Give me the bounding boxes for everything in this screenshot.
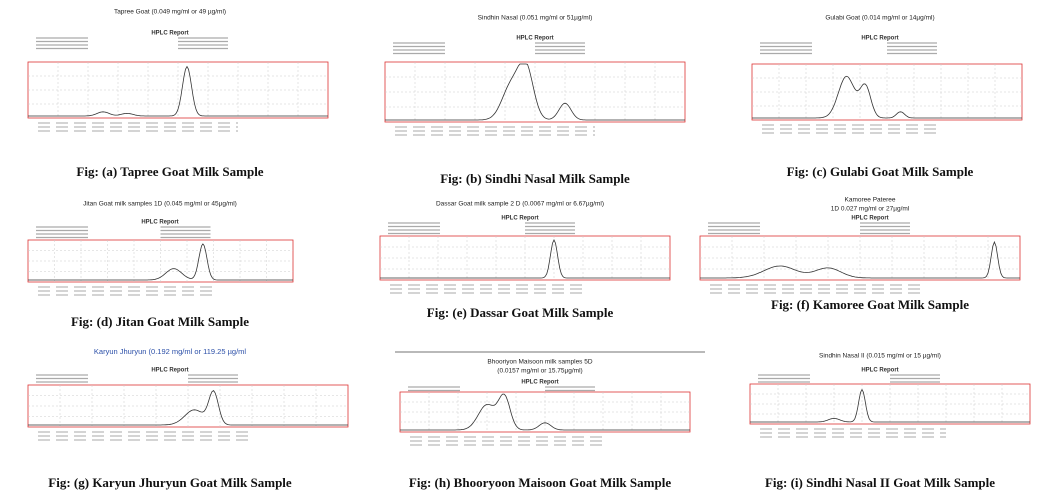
panel: Jitan Goat milk samples 1D (0.045 mg/ml …: [28, 201, 293, 329]
panel-title: Tapree Goat (0.049 mg/ml or 49 µg/ml): [114, 9, 226, 16]
panel-title: Sindhin Nasal II (0.015 mg/ml or 15 µg/m…: [819, 353, 941, 360]
report-heading: HPLC Report: [861, 368, 898, 374]
report-heading: HPLC Report: [151, 31, 188, 37]
panel: Sindhin Nasal (0.051 mg/ml or 51µg/ml) HP…: [385, 15, 685, 186]
panel-title: Gulabi Goat (0.014 mg/ml or 14µg/ml): [825, 15, 934, 22]
report-heading: HPLC Report: [151, 368, 188, 374]
caption: Fig: (f) Kamoree Goat Milk Sample: [771, 297, 969, 312]
panel-title: Dassar Goat milk sample 2 D (0.0067 mg/m…: [436, 201, 604, 208]
panel: Kamoree Pateree 1D 0.027 mg/ml or 27µg/ml…: [700, 197, 1020, 312]
panel-title: (0.0157 mg/ml or 15.75µg/ml): [497, 368, 582, 375]
report-heading: HPLC Report: [521, 380, 558, 386]
caption: Fig: (a) Tapree Goat Milk Sample: [76, 164, 263, 179]
panel: Dassar Goat milk sample 2 D (0.0067 mg/m…: [380, 201, 670, 320]
panel: Sindhin Nasal II (0.015 mg/ml or 15 µg/m…: [750, 353, 1030, 490]
panel: Tapree Goat (0.049 mg/ml or 49 µg/ml) HPL…: [28, 9, 328, 179]
panel-title: Bhooriyon Maisoon milk samples 5D: [487, 359, 592, 366]
caption: Fig: (d) Jitan Goat Milk Sample: [71, 314, 249, 329]
report-heading: HPLC Report: [851, 216, 888, 222]
report-heading: HPLC Report: [861, 36, 898, 42]
caption: Fig: (b) Sindhi Nasal Milk Sample: [440, 171, 630, 186]
caption: Fig: (h) Bhooryoon Maisoon Goat Milk Sam…: [409, 475, 671, 490]
panel: Karyun Jhuryun (0.192 mg/ml or 119.25 µg…: [28, 347, 348, 490]
report-heading: HPLC Report: [141, 220, 178, 226]
caption: Fig: (c) Gulabi Goat Milk Sample: [787, 164, 974, 179]
panel: Gulabi Goat (0.014 mg/ml or 14µg/ml) HPLC…: [752, 15, 1022, 179]
caption: Fig: (g) Karyun Jhuryun Goat Milk Sample: [48, 475, 292, 490]
panel-title: Sindhin Nasal (0.051 mg/ml or 51µg/ml): [478, 15, 593, 22]
figure: Tapree Goat (0.049 mg/ml or 49 µg/ml) HPL…: [0, 0, 1044, 491]
report-heading: HPLC Report: [516, 36, 553, 42]
panel-title: Karyun Jhuryun (0.192 mg/ml or 119.25 µg…: [94, 347, 247, 356]
figure-page: Tapree Goat (0.049 mg/ml or 49 µg/ml) HPL…: [0, 0, 1044, 491]
report-heading: HPLC Report: [501, 216, 538, 222]
panel-title: Kamoree Pateree: [845, 197, 896, 204]
panel-title: 1D 0.027 mg/ml or 27µg/ml: [831, 206, 910, 213]
caption: Fig: (e) Dassar Goat Milk Sample: [427, 305, 614, 320]
panel: Bhooriyon Maisoon milk samples 5D (0.0157…: [400, 359, 690, 490]
caption: Fig: (i) Sindhi Nasal II Goat Milk Sampl…: [765, 475, 995, 490]
panel-title: Jitan Goat milk samples 1D (0.045 mg/ml …: [83, 201, 237, 208]
